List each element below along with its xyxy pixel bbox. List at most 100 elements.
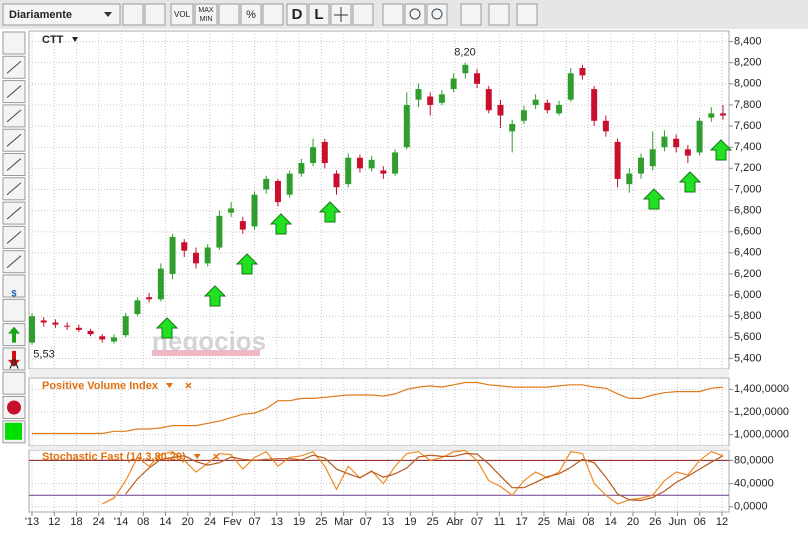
candle-body [29, 316, 35, 343]
candle-body [110, 337, 117, 342]
buy-signal [269, 213, 293, 235]
candle-body [169, 236, 176, 274]
y-tick-label: 1,200,0000 [734, 406, 789, 418]
candle-body [64, 325, 71, 327]
indicator-title: Positive Volume Index [42, 380, 159, 392]
x-tick-label: 25 [427, 516, 439, 528]
percent-button[interactable] [240, 3, 262, 26]
candle-body [626, 173, 633, 185]
d-button[interactable] [286, 3, 308, 26]
vol-button[interactable] [170, 3, 194, 26]
candle-body [286, 173, 293, 195]
color-swatch [5, 422, 22, 440]
maxmin-button[interactable] [194, 3, 218, 26]
candle-body [708, 113, 715, 118]
x-tick-label: 07 [471, 516, 483, 528]
candle-body [450, 78, 457, 90]
print-button[interactable] [460, 3, 482, 26]
x-tick-label: 08 [137, 516, 149, 528]
chart-title: CTT [42, 34, 64, 46]
trend-button[interactable] [382, 3, 404, 26]
y-tick-label: 6,200 [734, 268, 762, 280]
indicator-title: Stochastic Fast (14,3,80,20) [42, 451, 186, 463]
tool-icon [6, 85, 22, 98]
candle-body [298, 163, 305, 174]
tool-icon [6, 60, 22, 74]
x-tick-label: 20 [182, 516, 194, 528]
candle-body [380, 170, 387, 174]
y-tick-label: 8,200 [734, 57, 762, 69]
x-tick-label: 07 [360, 516, 372, 528]
buy-icon [8, 326, 20, 343]
candle-body [462, 64, 469, 74]
annotation: 5,53 [33, 349, 54, 361]
y-tick-label: 8,000 [734, 78, 762, 90]
grid-button[interactable] [218, 3, 240, 26]
tool-button[interactable] [144, 3, 166, 26]
splitter[interactable] [29, 446, 729, 450]
candle-body [520, 110, 527, 121]
x-tick-label: Fev [223, 516, 242, 528]
dropdown-icon [72, 37, 78, 42]
cursor-button[interactable] [352, 3, 374, 26]
candle-body [52, 322, 59, 325]
y-tick-label: 8,400 [734, 35, 762, 47]
toolbar [0, 0, 808, 29]
candle-body [485, 89, 492, 111]
x-tick-label: 13 [382, 516, 394, 528]
zoom-icon [431, 8, 443, 20]
book-button[interactable] [516, 3, 538, 26]
candle-body [696, 120, 703, 153]
dropdown-icon [193, 454, 201, 459]
candle-body [181, 242, 188, 251]
candle-body [75, 327, 82, 330]
y-tick-label: 80,0000 [734, 454, 774, 466]
tool-icon [6, 182, 22, 196]
candle-body [368, 159, 375, 169]
dollar-label: $ [11, 288, 16, 298]
x-tick-label: '13 [25, 516, 39, 528]
candle-body [321, 141, 328, 164]
candle-body [263, 178, 270, 190]
candle-body [204, 247, 211, 264]
candle-body [216, 215, 223, 248]
x-tick-label: Abr [446, 516, 463, 528]
candle-body [509, 123, 516, 132]
buy-signal [235, 253, 259, 275]
tool-button[interactable] [2, 298, 26, 322]
zoom-out-button[interactable] [404, 3, 426, 26]
candle-body [474, 73, 481, 84]
y-tick-label: 1,000,0000 [734, 429, 789, 441]
tool-button[interactable] [2, 371, 26, 395]
interval-select[interactable] [2, 3, 121, 26]
candle-body [134, 300, 141, 315]
y-tick-label: 6,000 [734, 289, 762, 301]
chart-type-button[interactable] [262, 3, 284, 26]
crosshair-icon [334, 7, 348, 22]
tool-icon [6, 206, 22, 220]
tool-button[interactable] [122, 3, 144, 26]
candle-body [649, 149, 656, 167]
x-tick-label: Mai [557, 516, 575, 528]
x-tick-label: 12 [48, 516, 60, 528]
l-button[interactable] [308, 3, 330, 26]
tool-button[interactable] [2, 31, 26, 55]
vol-label: VOL [174, 10, 191, 19]
y-tick-label: 7,600 [734, 120, 762, 132]
candle-body [638, 157, 645, 174]
splitter[interactable] [29, 369, 729, 377]
dropdown-icon [104, 12, 112, 17]
buy-signal [678, 171, 702, 193]
y-tick-label: 6,800 [734, 204, 762, 216]
x-tick-label: Mar [334, 516, 353, 528]
x-tick-label: Jun [669, 516, 687, 528]
zoom-in-button[interactable] [426, 3, 448, 26]
help-button[interactable] [488, 3, 510, 26]
candle-body [87, 330, 94, 335]
tool-button[interactable] [2, 274, 26, 298]
candle-body [673, 138, 680, 148]
candle-body [532, 99, 539, 105]
candle-body [661, 136, 668, 148]
sell-icon [8, 350, 20, 367]
